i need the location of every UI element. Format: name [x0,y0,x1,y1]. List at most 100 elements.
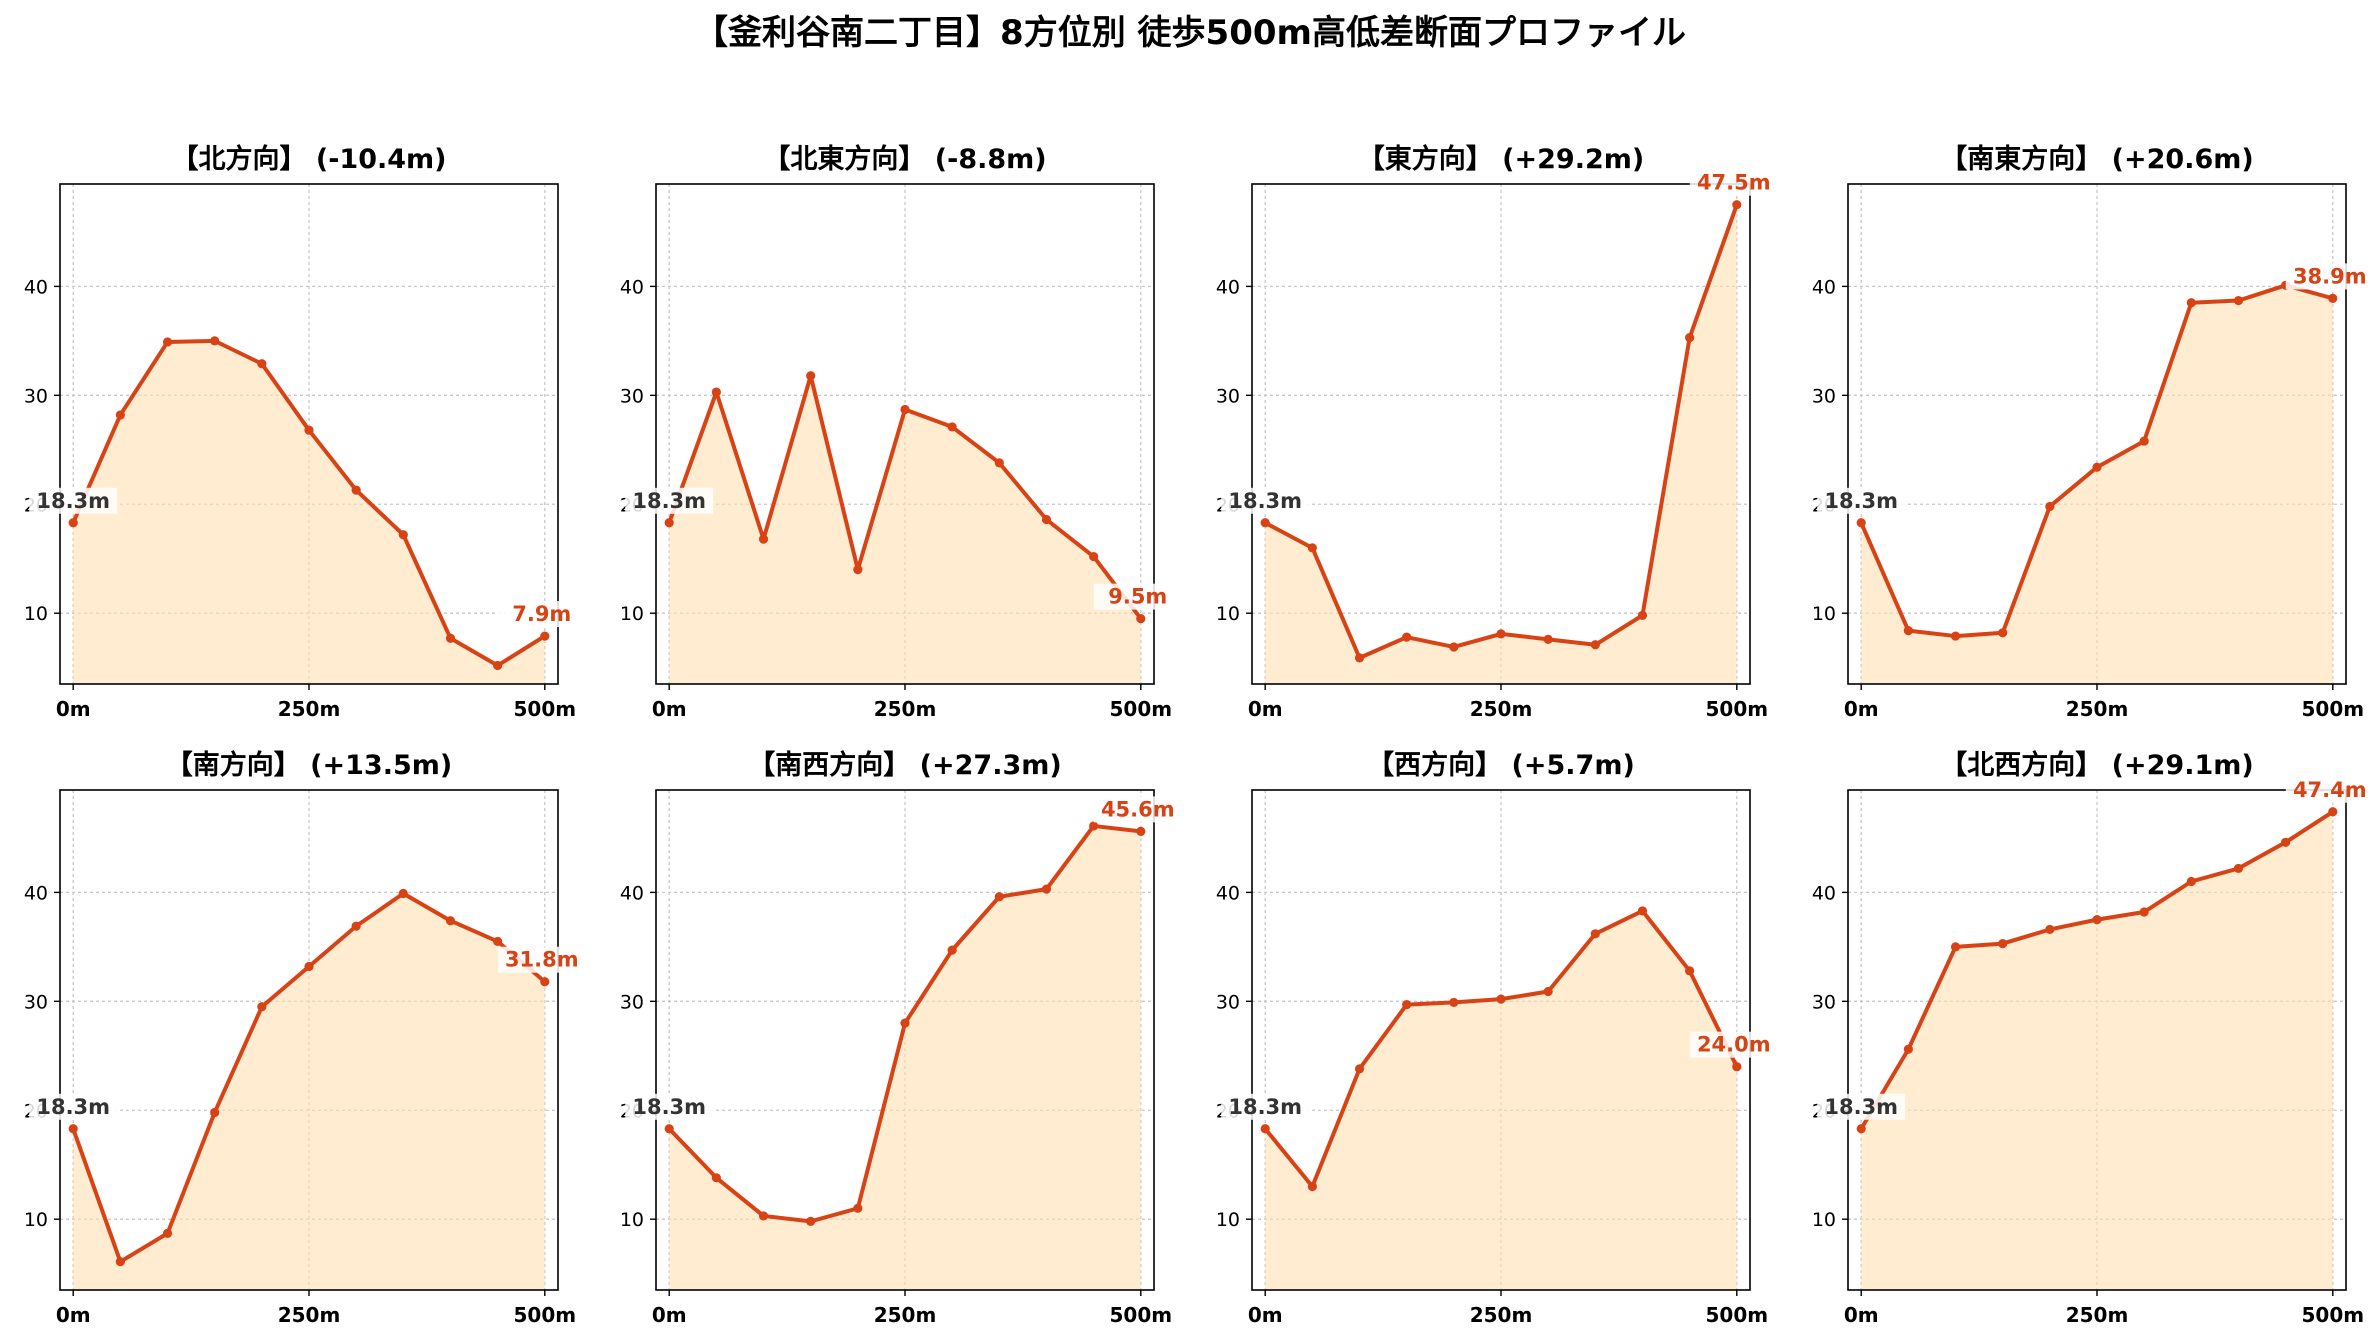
start-elevation-label: 18.3m [36,489,110,513]
panel-title: 【西方向】 (+5.7m) [1367,749,1635,781]
end-label-box [1093,583,1182,610]
data-point [994,458,1004,468]
x-tick-label: 250m [278,1303,341,1327]
start-label-box [29,487,118,514]
data-point [304,425,314,435]
data-point [68,518,78,528]
data-point [2092,915,2102,925]
x-tick-label: 0m [652,697,687,721]
start-label-box [1817,1093,1906,1120]
panel-8: 【北西方向】 (+29.1m)102030400m250m500m18.3m47… [1812,749,2374,1327]
elevation-area [1265,204,1737,684]
x-tick-label: 250m [1470,697,1533,721]
elevation-area [669,825,1141,1290]
start-label-box [1221,1093,1310,1120]
data-point [2233,863,2244,874]
panel-title: 【北東方向】 (-8.8m) [763,143,1046,175]
data-point [1590,929,1600,939]
panel-5: 【南方向】 (+13.5m)102030400m250m500m18.3m31.… [24,749,586,1327]
data-point [1089,551,1099,562]
x-tick-label: 500m [1705,1303,1768,1327]
end-label-box [1689,169,1778,196]
data-point [1402,632,1412,642]
start-label-box [625,487,714,514]
end-elevation-label: 24.0m [1697,1033,1771,1057]
data-point [664,1124,674,1134]
start-elevation-label: 18.3m [1228,1095,1302,1119]
data-point [758,1211,769,1221]
data-point [1856,518,1866,528]
start-elevation-label: 18.3m [1824,1095,1898,1119]
end-label-box [2285,776,2374,803]
y-tick-label: 30 [620,385,644,407]
x-tick-label: 0m [1844,697,1879,721]
data-point [1449,642,1459,652]
data-point [1903,626,1913,636]
data-point [540,977,550,987]
data-point [210,336,220,346]
elevation-area [73,893,545,1290]
data-point [351,485,361,495]
data-point [398,888,408,899]
end-label-box [1689,1031,1778,1058]
end-elevation-label: 9.5m [1108,585,1167,609]
x-tick-label: 500m [2301,1303,2364,1327]
data-point [806,1216,816,1226]
data-point [540,631,550,641]
data-point [1136,614,1146,624]
data-point [994,892,1004,902]
data-point [853,1203,863,1213]
start-elevation-label: 18.3m [632,1095,706,1119]
panel-title: 【北西方向】 (+29.1m) [1940,749,2253,781]
x-tick-label: 0m [652,1303,687,1327]
data-point [257,359,267,369]
data-point [1637,906,1648,916]
end-elevation-label: 47.4m [2293,778,2367,802]
x-tick-label: 500m [1705,697,1768,721]
data-point [2139,907,2149,917]
x-tick-label: 250m [874,697,937,721]
panel-title: 【北方向】 (-10.4m) [171,143,446,175]
y-tick-label: 40 [1812,882,1836,904]
data-point [1903,1044,1913,1054]
panel-2: 【北東方向】 (-8.8m)102030400m250m500m18.3m9.5… [620,143,1182,721]
data-point [1354,653,1365,663]
data-point [900,404,910,415]
data-point [1260,1124,1270,1134]
y-tick-label: 30 [620,991,644,1013]
y-tick-label: 30 [1812,385,1836,407]
data-point [1685,332,1695,343]
start-label-box [29,1093,118,1120]
data-point [1998,938,2008,949]
data-point [257,1002,267,1012]
end-elevation-label: 7.9m [512,602,571,626]
x-tick-label: 250m [874,1303,937,1327]
panel-6: 【南西方向】 (+27.3m)102030400m250m500m18.3m45… [620,749,1182,1327]
data-point [900,1018,910,1028]
data-point [1307,543,1317,553]
y-tick-label: 30 [24,991,48,1013]
data-point [2045,924,2055,935]
y-tick-label: 30 [24,385,48,407]
data-point [1543,634,1553,644]
data-point [2139,436,2149,446]
data-point [1136,826,1146,836]
data-point [853,565,863,575]
data-point [2328,293,2338,303]
data-point [2328,807,2338,817]
data-point [1041,884,1052,894]
end-label-box [497,946,586,973]
data-point [115,1257,125,1267]
end-elevation-label: 47.5m [1697,171,1771,195]
figure-suptitle: 【釜利谷南二丁目】8方位別 徒歩500m高低差断面プロファイル [694,13,1686,53]
panel-1: 【北方向】 (-10.4m)102030400m250m500m18.3m7.9… [24,143,586,721]
y-tick-label: 30 [1216,385,1240,407]
data-point [1041,514,1052,525]
data-point [115,410,125,420]
panel-title: 【南西方向】 (+27.3m) [748,749,1061,781]
data-point [1089,821,1099,831]
start-elevation-label: 18.3m [36,1095,110,1119]
data-point [210,1107,220,1118]
y-tick-label: 10 [1812,603,1836,625]
y-tick-label: 30 [1812,991,1836,1013]
